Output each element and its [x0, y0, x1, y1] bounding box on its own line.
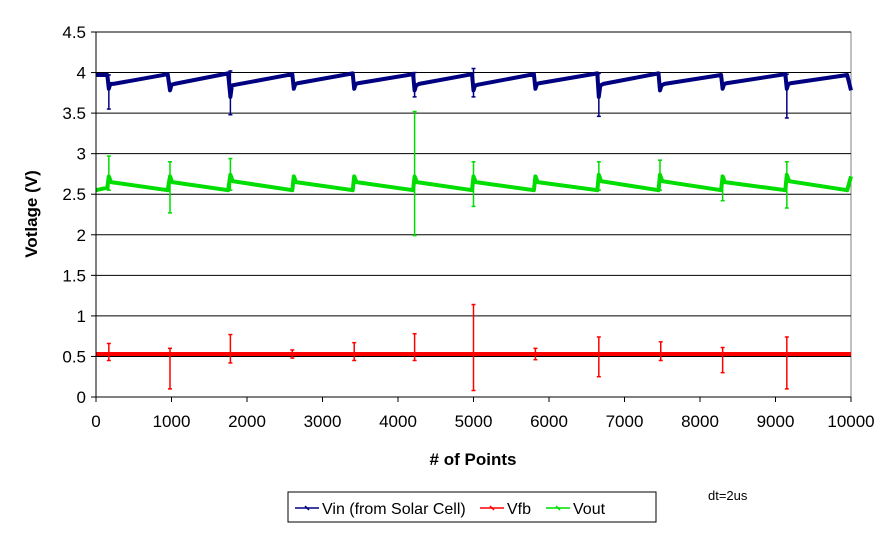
x-tick-label: 0: [91, 412, 100, 431]
y-tick-label: 3.5: [62, 104, 86, 123]
series-layer: [95, 67, 853, 392]
y-tick-label: 2.5: [62, 185, 86, 204]
x-tick-label: 9000: [757, 412, 795, 431]
x-tick-labels: 0 1000 2000 3000 4000 5000 6000 7000 8000 9000 100…: [91, 412, 874, 431]
legend-label: Vin (from Solar Cell): [322, 501, 466, 518]
y-tick-label: 0: [77, 388, 86, 407]
legend-item-vin-from-solar-cell: Vin (from Solar Cell): [295, 501, 466, 518]
x-tick-label: 4000: [379, 412, 417, 431]
legend: Vin (from Solar Cell) Vfb Vout: [287, 491, 657, 523]
x-tick-label: 3000: [304, 412, 342, 431]
legend-swatch-marker: [489, 505, 495, 511]
y-tick-label: 4: [77, 64, 86, 83]
x-axis-title: # of Points: [430, 450, 517, 469]
y-tick-label: 0.5: [62, 347, 86, 366]
x-tick-label: 10000: [827, 412, 874, 431]
legend-swatch-marker: [304, 505, 310, 511]
x-tick-label: 1000: [153, 412, 191, 431]
x-tick-label: 7000: [606, 412, 644, 431]
y-tick-label: 3: [77, 145, 86, 164]
x-tick-label: 5000: [455, 412, 493, 431]
x-tick-label: 6000: [530, 412, 568, 431]
sampling-note: dt=2us: [708, 488, 748, 503]
y-tick-label: 1.5: [62, 266, 86, 285]
x-tick-label: 8000: [681, 412, 719, 431]
y-tick-label: 4.5: [62, 23, 86, 42]
legend-items: Vin (from Solar Cell) Vfb Vout: [295, 501, 606, 518]
y-tick-label: 1: [77, 307, 86, 326]
y-tick-label: 2: [77, 226, 86, 245]
y-tick-labels: 0 0.5 1 1.5 2 2.5 3 3.5 4 4.5: [62, 23, 86, 407]
legend-box: [287, 491, 657, 523]
legend-label: Vfb: [507, 501, 531, 518]
series-vout: [95, 110, 853, 237]
series-line: [96, 71, 853, 99]
series-vin-from-solar-cell: [96, 67, 853, 119]
legend-item-vfb: Vfb: [480, 501, 531, 518]
gridlines: [96, 31, 851, 357]
legend-item-vout: Vout: [546, 501, 606, 518]
x-tick-label: 2000: [228, 412, 266, 431]
y-axis-title: Votlage (V): [22, 170, 41, 258]
series-vfb: [96, 303, 851, 392]
legend-label: Vout: [573, 501, 606, 518]
tick-marks: [91, 31, 852, 402]
legend-swatch-marker: [555, 505, 561, 511]
